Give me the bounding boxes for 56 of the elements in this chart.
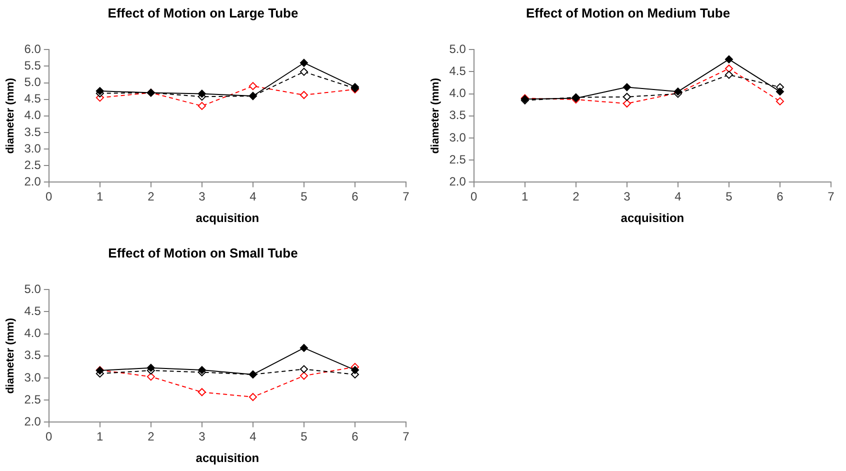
x-tick-label: 5 xyxy=(300,190,308,204)
y-tick-label: 4.0 xyxy=(449,86,466,100)
x-tick-label: 4 xyxy=(674,190,682,204)
y-tick-label: 3.0 xyxy=(24,141,42,156)
y-tick-label: 4.0 xyxy=(24,108,42,122)
x-tick-label: 3 xyxy=(198,190,206,204)
y-tick-label: 4.5 xyxy=(24,92,42,106)
x-axis-title: acquisition xyxy=(196,211,260,226)
x-tick-label: 2 xyxy=(148,190,155,204)
x-tick-label: 7 xyxy=(828,190,835,204)
y-tick-label: 2.0 xyxy=(24,174,42,189)
y-axis-title: diameter (mm) xyxy=(4,78,17,154)
y-axis-title: diameter (mm) xyxy=(430,78,442,154)
x-tick-label: 2 xyxy=(148,430,155,444)
x-tick-label: 4 xyxy=(250,430,257,444)
y-tick-label: 4.5 xyxy=(24,304,42,318)
x-tick-label: 4 xyxy=(250,190,257,204)
y-tick-label: 3.5 xyxy=(449,108,466,122)
y-tick-label: 3.0 xyxy=(24,370,42,384)
y-tick-label: 4.0 xyxy=(24,326,42,340)
y-tick-label: 2.5 xyxy=(24,392,42,406)
y-axis-title: diameter (mm) xyxy=(4,318,17,394)
x-tick-label: 3 xyxy=(198,430,206,444)
y-tick-label: 3.5 xyxy=(24,124,42,139)
y-tick-label: 6.0 xyxy=(24,42,42,56)
x-tick-label: 5 xyxy=(726,190,733,204)
x-tick-label: 2 xyxy=(572,190,580,204)
x-tick-label: 5 xyxy=(300,430,308,444)
x-tick-label: 3 xyxy=(624,190,631,204)
x-tick-label: 0 xyxy=(470,190,478,204)
y-tick-label: 2.5 xyxy=(24,158,42,172)
y-tick-label: 5.5 xyxy=(24,58,42,72)
x-tick-label: 1 xyxy=(96,430,104,444)
y-tick-label: 5.0 xyxy=(449,42,466,56)
x-axis-title: acquisition xyxy=(620,211,684,226)
chart-title: Effect of Motion on Large Tube xyxy=(108,5,298,20)
x-tick-label: 7 xyxy=(402,430,410,444)
x-tick-label: 0 xyxy=(46,430,53,444)
chart-title: Effect of Motion on Medium Tube xyxy=(526,5,730,20)
x-axis-title: acquisition xyxy=(196,451,260,466)
y-tick-label: 3.0 xyxy=(449,130,466,144)
y-tick-label: 5.0 xyxy=(24,75,42,90)
x-tick-label: 1 xyxy=(522,190,529,204)
x-tick-label: 7 xyxy=(402,190,410,204)
y-tick-label: 5.0 xyxy=(24,282,42,296)
x-tick-label: 6 xyxy=(352,430,359,444)
x-tick-label: 1 xyxy=(96,190,104,204)
chart-title: Effect of Motion on Small Tube xyxy=(108,245,298,260)
y-tick-label: 3.5 xyxy=(24,348,42,362)
x-tick-label: 0 xyxy=(46,190,53,204)
y-tick-label: 2.0 xyxy=(449,174,466,189)
x-tick-label: 6 xyxy=(776,190,784,204)
x-tick-label: 6 xyxy=(352,190,359,204)
y-tick-label: 2.5 xyxy=(449,152,466,166)
y-tick-label: 4.5 xyxy=(449,64,466,78)
y-tick-label: 2.0 xyxy=(24,414,42,429)
